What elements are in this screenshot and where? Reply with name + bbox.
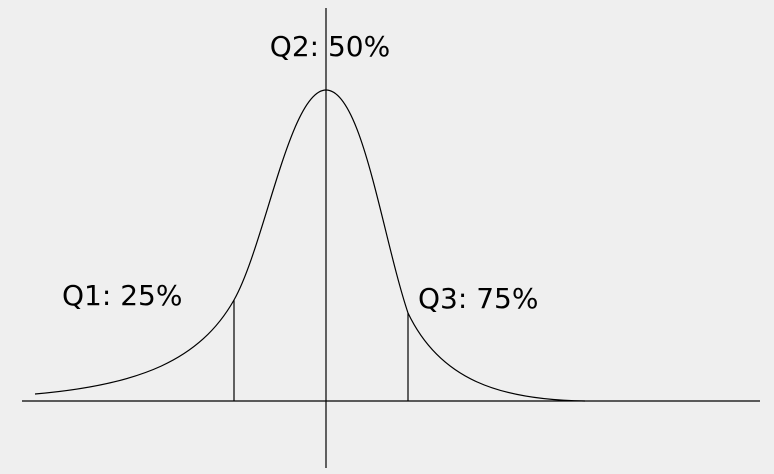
q1-label: Q1: 25% bbox=[62, 279, 182, 312]
bell-curve bbox=[34, 89, 586, 402]
q2-label: Q2: 50% bbox=[270, 30, 390, 63]
q3-label: Q3: 75% bbox=[418, 282, 538, 315]
